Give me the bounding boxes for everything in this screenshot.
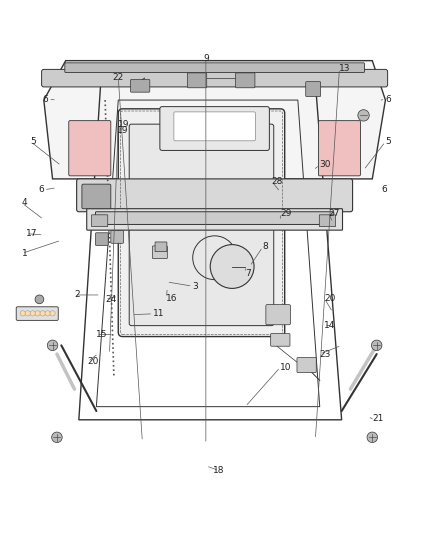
Text: 18: 18: [213, 466, 225, 475]
FancyBboxPatch shape: [306, 82, 321, 96]
Circle shape: [20, 311, 25, 316]
Text: 11: 11: [153, 309, 165, 318]
Text: 7: 7: [245, 269, 251, 278]
Text: 14: 14: [324, 321, 336, 330]
Circle shape: [210, 245, 254, 288]
FancyBboxPatch shape: [111, 231, 124, 243]
FancyBboxPatch shape: [95, 233, 108, 246]
Text: 3: 3: [193, 282, 198, 290]
FancyBboxPatch shape: [77, 179, 353, 212]
Circle shape: [47, 340, 58, 351]
Circle shape: [358, 110, 369, 121]
Text: 19: 19: [117, 126, 128, 135]
Text: 28: 28: [272, 176, 283, 185]
Circle shape: [25, 311, 30, 316]
FancyBboxPatch shape: [152, 246, 167, 259]
Text: 20: 20: [88, 358, 99, 367]
FancyBboxPatch shape: [82, 184, 111, 209]
FancyBboxPatch shape: [187, 73, 207, 88]
Circle shape: [371, 340, 382, 351]
Text: 23: 23: [320, 350, 331, 359]
FancyBboxPatch shape: [319, 215, 336, 227]
FancyBboxPatch shape: [95, 212, 334, 224]
FancyBboxPatch shape: [69, 120, 111, 176]
Circle shape: [52, 432, 62, 442]
Text: 6: 6: [381, 185, 387, 195]
Text: 5: 5: [31, 137, 36, 146]
Text: 29: 29: [280, 208, 292, 217]
FancyBboxPatch shape: [266, 304, 290, 325]
FancyBboxPatch shape: [236, 73, 255, 88]
Text: 6: 6: [42, 95, 48, 104]
Circle shape: [50, 311, 55, 316]
Circle shape: [35, 295, 44, 304]
FancyBboxPatch shape: [65, 63, 364, 72]
FancyBboxPatch shape: [297, 358, 316, 373]
Text: 1: 1: [22, 249, 28, 258]
Circle shape: [30, 311, 35, 316]
Text: 17: 17: [26, 229, 38, 238]
Text: 21: 21: [372, 415, 384, 423]
Circle shape: [35, 311, 40, 316]
FancyBboxPatch shape: [42, 69, 388, 87]
FancyBboxPatch shape: [174, 112, 255, 141]
Text: 5: 5: [385, 137, 391, 146]
Text: 27: 27: [328, 208, 340, 217]
FancyBboxPatch shape: [160, 107, 269, 150]
Text: 8: 8: [263, 243, 268, 251]
Circle shape: [40, 311, 45, 316]
Text: 6: 6: [38, 185, 44, 195]
Text: 24: 24: [105, 295, 117, 304]
Text: 22: 22: [113, 73, 124, 82]
Text: 6: 6: [385, 95, 391, 104]
Text: 10: 10: [280, 363, 292, 372]
Text: 13: 13: [339, 64, 351, 73]
FancyBboxPatch shape: [131, 79, 150, 92]
Polygon shape: [44, 61, 385, 179]
FancyBboxPatch shape: [318, 120, 360, 176]
Text: 30: 30: [320, 160, 331, 169]
Text: 2: 2: [74, 290, 80, 300]
FancyBboxPatch shape: [16, 307, 58, 320]
FancyBboxPatch shape: [92, 215, 108, 227]
FancyBboxPatch shape: [87, 209, 343, 230]
FancyBboxPatch shape: [271, 334, 290, 346]
Circle shape: [45, 311, 50, 316]
Text: 15: 15: [96, 330, 108, 339]
FancyBboxPatch shape: [118, 109, 285, 336]
Text: 16: 16: [166, 294, 178, 303]
FancyBboxPatch shape: [129, 124, 274, 326]
Text: 19: 19: [118, 119, 130, 128]
Text: 9: 9: [203, 54, 209, 63]
Text: 4: 4: [22, 198, 28, 207]
FancyBboxPatch shape: [155, 242, 167, 252]
Text: 20: 20: [324, 294, 336, 303]
Circle shape: [367, 432, 378, 442]
